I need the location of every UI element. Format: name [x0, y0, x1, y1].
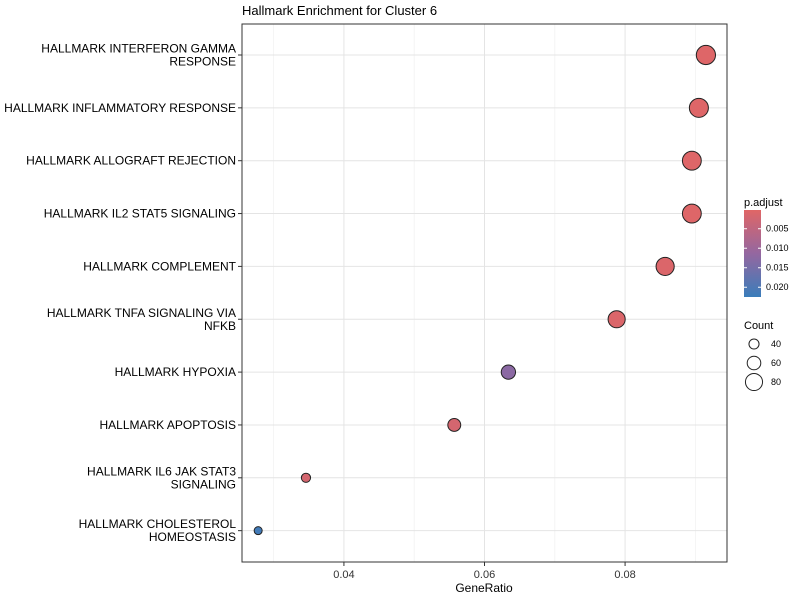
data-point	[253, 526, 263, 536]
color-tick-label: 0.015	[766, 263, 789, 273]
color-bar	[744, 210, 761, 297]
data-point	[447, 418, 462, 432]
data-point	[688, 97, 709, 118]
size-legend-label: 40	[771, 339, 781, 349]
y-tick-label-line: RESPONSE	[169, 55, 236, 69]
y-tick-label: HALLMARK IL6 JAK STAT3 SIGNALING	[87, 464, 236, 491]
data-point	[655, 256, 675, 276]
y-tick-label: HALLMARK ALLOGRAFT REJECTION	[26, 154, 236, 168]
data-point	[300, 472, 312, 483]
data-point	[695, 44, 717, 66]
y-tick-label: HALLMARK INTERFERON GAMMA RESPONSE	[41, 42, 236, 69]
y-tick-label: HALLMARK IL2 STAT5 SIGNALING	[44, 207, 236, 221]
grid-lines	[242, 24, 727, 562]
y-tick-label-line: HALLMARK APOPTOSIS	[100, 418, 237, 432]
y-tick-label: HALLMARK INFLAMMATORY RESPONSE	[4, 101, 236, 115]
size-legend-title: Count	[744, 320, 773, 332]
size-legend-circle	[748, 338, 760, 350]
x-tick-label: 0.06	[474, 569, 495, 581]
chart-title: Hallmark Enrichment for Cluster 6	[242, 3, 437, 18]
y-tick-label: HALLMARK CHOLESTEROL HOMEOSTASIS	[79, 517, 237, 544]
color-tick-label: 0.005	[766, 224, 789, 234]
y-tick-label-line: HALLMARK IL2 STAT5 SIGNALING	[44, 207, 236, 221]
y-tick-label: HALLMARK COMPLEMENT	[83, 259, 236, 273]
x-axis-label: GeneRatio	[455, 581, 513, 595]
color-legend-title: p.adjust	[744, 197, 783, 209]
size-legend-items: 40 60 80	[744, 338, 781, 392]
data-points	[253, 44, 717, 536]
color-tick-label: 0.010	[766, 243, 789, 253]
x-tick-label: 0.04	[333, 569, 354, 581]
size-legend-circle	[746, 355, 762, 371]
y-tick-label-line: HALLMARK TNFA SIGNALING VIA	[47, 306, 236, 320]
y-tick-label: HALLMARK TNFA SIGNALING VIA NFKB	[47, 306, 236, 333]
y-tick-label: HALLMARK APOPTOSIS	[100, 418, 237, 432]
x-tick-label: 0.08	[614, 569, 635, 581]
y-tick-label-line: HALLMARK INTERFERON GAMMA	[41, 42, 236, 56]
color-bar-ticks: 0.005 0.010 0.015 0.020	[744, 224, 789, 292]
y-tick-label-line: HALLMARK COMPLEMENT	[83, 259, 236, 273]
data-point	[681, 203, 702, 224]
size-legend-circle	[744, 372, 764, 392]
y-tick-label-line: HOMEOSTASIS	[149, 530, 236, 544]
color-tick-label: 0.020	[766, 282, 789, 292]
y-tick-label-line: HALLMARK HYPOXIA	[115, 365, 236, 379]
data-point	[500, 364, 517, 380]
y-tick-label-line: NFKB	[204, 319, 236, 333]
size-legend-label: 60	[771, 358, 781, 368]
y-tick-label-line: HALLMARK INFLAMMATORY RESPONSE	[4, 101, 236, 115]
x-axis-ticks: 0.04 0.06 0.08	[333, 562, 636, 581]
y-tick-label-line: SIGNALING	[171, 477, 236, 491]
y-tick-label-line: HALLMARK CHOLESTEROL	[79, 517, 237, 531]
size-legend: Count 40 60 80	[744, 320, 781, 392]
color-legend: p.adjust 0.005 0.010 0.015 0.020	[744, 197, 789, 297]
y-tick-label: HALLMARK HYPOXIA	[115, 365, 236, 379]
data-point	[681, 150, 702, 171]
y-tick-label-line: HALLMARK IL6 JAK STAT3	[87, 464, 236, 478]
y-axis-labels: HALLMARK INTERFERON GAMMA RESPONSEHALLMAR…	[4, 42, 242, 544]
y-tick-label-line: HALLMARK ALLOGRAFT REJECTION	[26, 154, 236, 168]
data-point	[607, 310, 626, 329]
size-legend-label: 80	[771, 377, 781, 387]
